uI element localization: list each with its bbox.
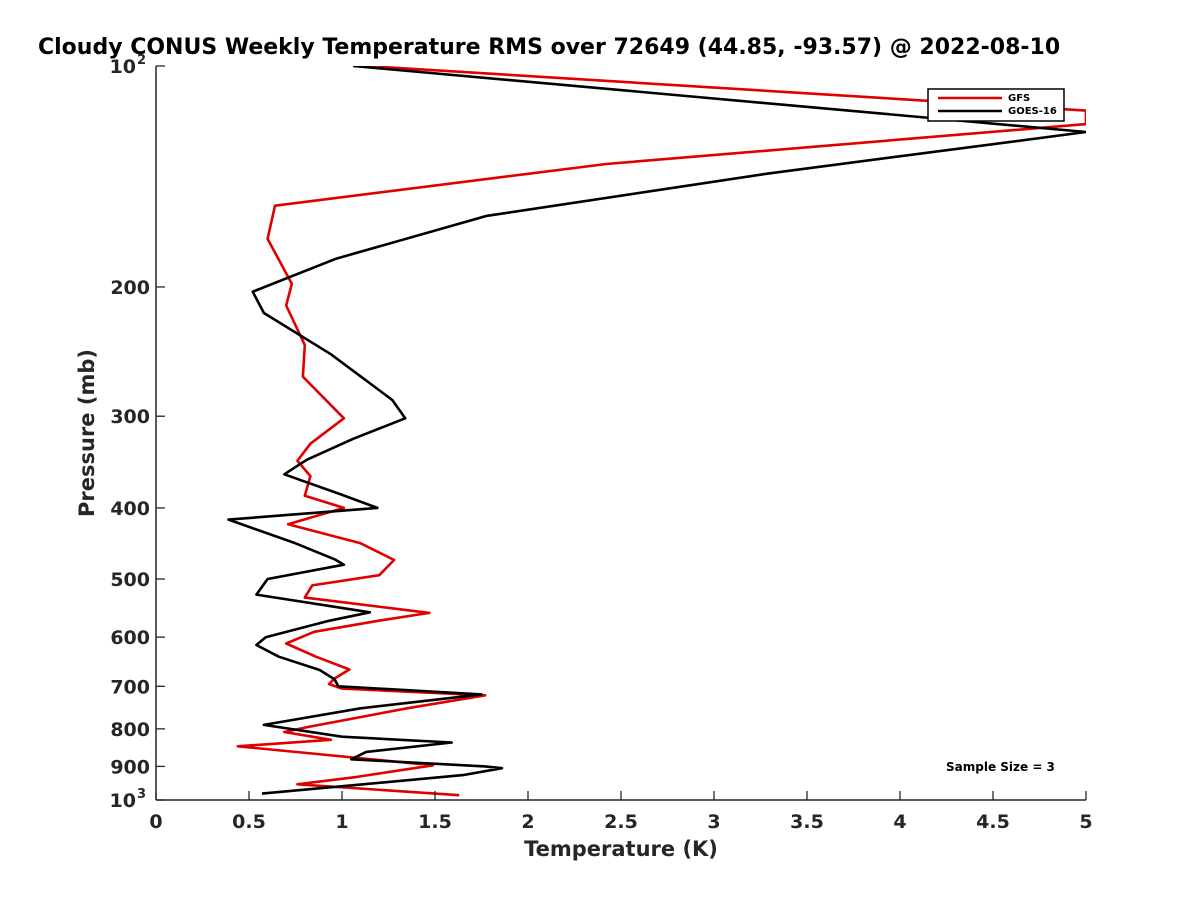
y-axis-label: Pressure (mb) bbox=[75, 349, 99, 517]
y-tick-label: 10 bbox=[110, 790, 136, 812]
y-tick-exponent: 3 bbox=[137, 787, 146, 802]
legend-box bbox=[927, 88, 1065, 122]
x-tick-label: 1.5 bbox=[418, 811, 452, 833]
y-tick-label: 600 bbox=[110, 627, 150, 649]
chart-title: Cloudy CONUS Weekly Temperature RMS over… bbox=[38, 35, 1060, 60]
series-line-goes16 bbox=[227, 66, 1086, 795]
legend-label-goes16: GOES-16 bbox=[1008, 106, 1057, 117]
y-tick-label: 800 bbox=[110, 719, 150, 741]
series-layer bbox=[227, 66, 1086, 797]
axes-layer: 0 0.5 1 1.5 2 2.5 3 3.5 4 4.5 510 22003004005006007… bbox=[110, 53, 1093, 833]
y-tick-label: 200 bbox=[110, 277, 150, 299]
x-tick-label: 3.5 bbox=[790, 811, 824, 833]
x-tick-label: 0 bbox=[149, 811, 162, 833]
x-tick-label: 4.5 bbox=[976, 811, 1010, 833]
y-tick-label: 500 bbox=[110, 569, 150, 591]
legend: GFS GOES-16 bbox=[927, 88, 1065, 122]
x-tick-label: 4 bbox=[893, 811, 906, 833]
y-tick-label: 10 bbox=[110, 56, 136, 78]
x-tick-label: 2 bbox=[521, 811, 534, 833]
series-line-gfs bbox=[236, 66, 1086, 797]
y-tick-label: 400 bbox=[110, 498, 150, 520]
x-tick-label: 1 bbox=[335, 811, 348, 833]
y-tick-exponent: 2 bbox=[137, 53, 146, 68]
y-tick-label: 300 bbox=[110, 406, 150, 428]
x-tick-label: 0.5 bbox=[232, 811, 266, 833]
sample-size-annotation: Sample Size = 3 bbox=[946, 760, 1055, 774]
x-tick-label: 2.5 bbox=[604, 811, 638, 833]
y-tick-label: 700 bbox=[110, 676, 150, 698]
x-tick-label: 3 bbox=[707, 811, 720, 833]
x-axis-label: Temperature (K) bbox=[524, 837, 718, 861]
x-tick-label: 5 bbox=[1079, 811, 1092, 833]
legend-label-gfs: GFS bbox=[1008, 93, 1030, 104]
y-tick-label: 900 bbox=[110, 756, 150, 778]
